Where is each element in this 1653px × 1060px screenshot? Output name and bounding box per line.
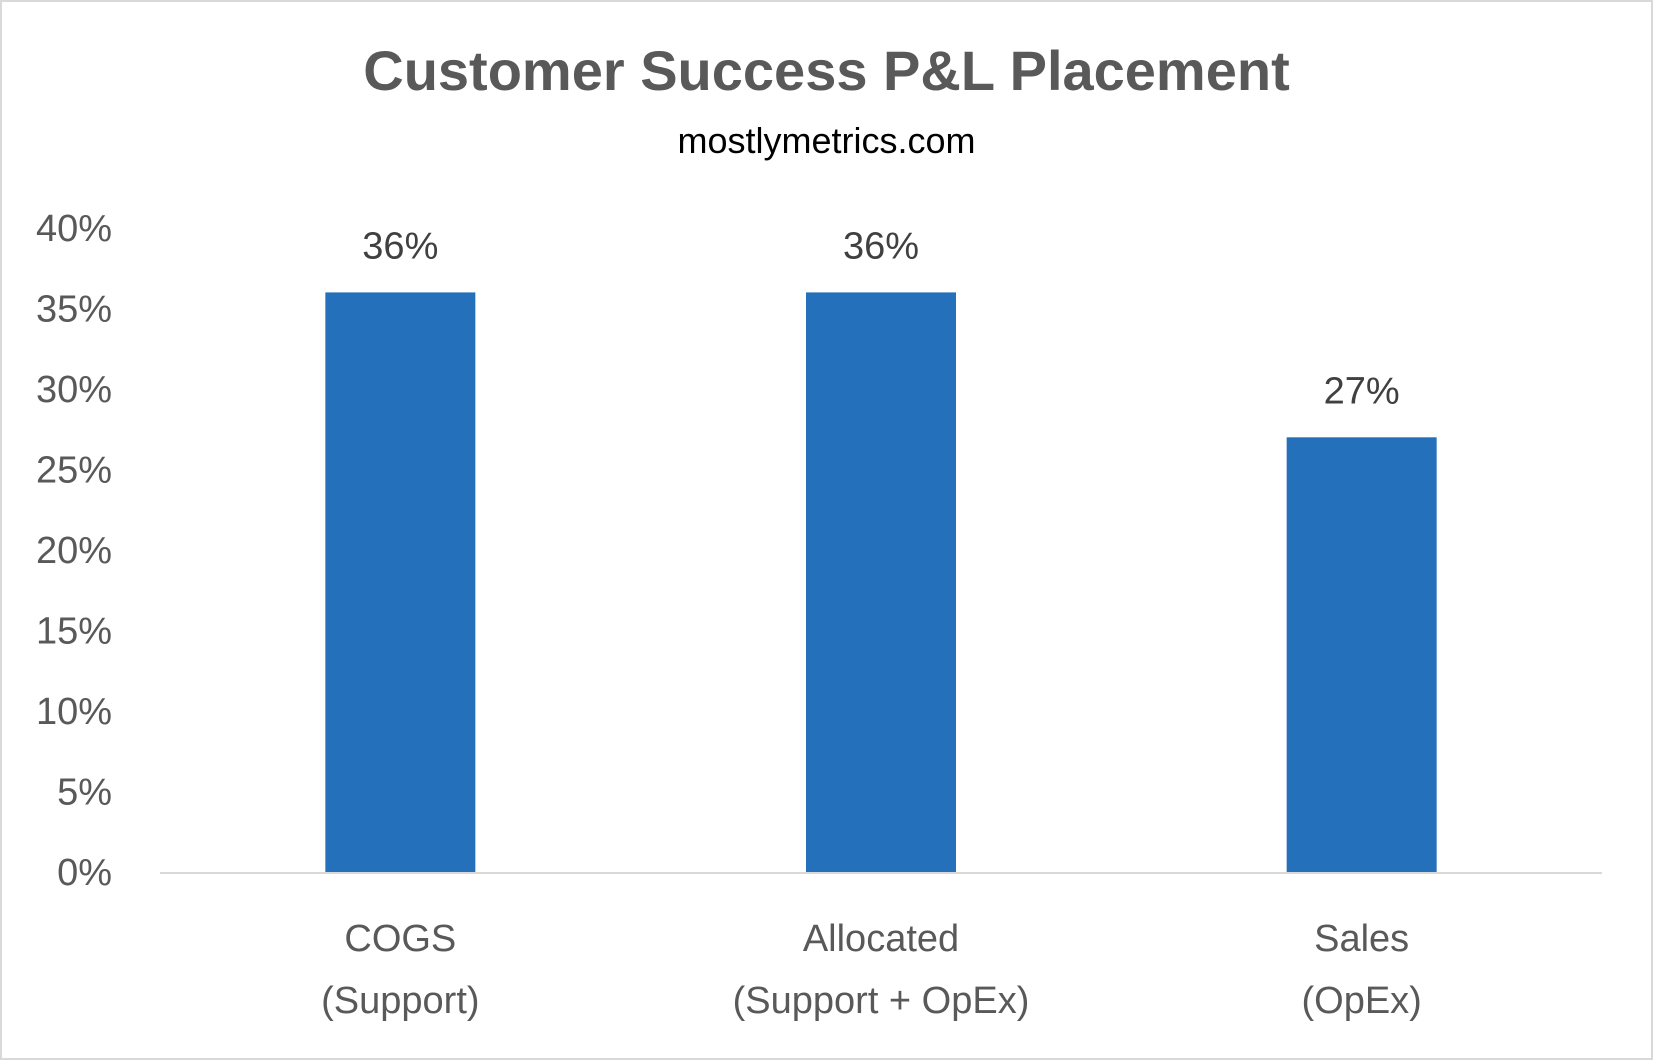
bar xyxy=(325,292,476,872)
data-label: 36% xyxy=(362,225,438,267)
y-tick-label: 40% xyxy=(36,208,112,250)
x-tick-label: COGS xyxy=(344,918,456,960)
x-tick-label: (Support) xyxy=(321,980,479,1022)
x-tick-label: Sales xyxy=(1314,918,1409,960)
y-tick-label: 35% xyxy=(36,289,112,331)
x-tick-label: Allocated xyxy=(803,918,959,960)
x-tick-label: (Support + OpEx) xyxy=(733,980,1030,1022)
bar xyxy=(1286,437,1437,872)
data-label: 27% xyxy=(1324,370,1400,412)
bar xyxy=(806,292,956,872)
chart-subtitle: mostlymetrics.com xyxy=(677,120,976,161)
x-tick-label: (OpEx) xyxy=(1301,980,1421,1022)
data-label: 36% xyxy=(843,225,919,267)
y-tick-label: 25% xyxy=(36,450,112,492)
y-tick-label: 30% xyxy=(36,369,112,411)
y-tick-label: 10% xyxy=(36,691,112,733)
chart-title: Customer Success P&L Placement xyxy=(363,39,1290,102)
y-tick-label: 5% xyxy=(57,772,112,814)
y-tick-label: 20% xyxy=(36,530,112,572)
y-tick-label: 0% xyxy=(57,852,112,894)
y-tick-label: 15% xyxy=(36,611,112,653)
